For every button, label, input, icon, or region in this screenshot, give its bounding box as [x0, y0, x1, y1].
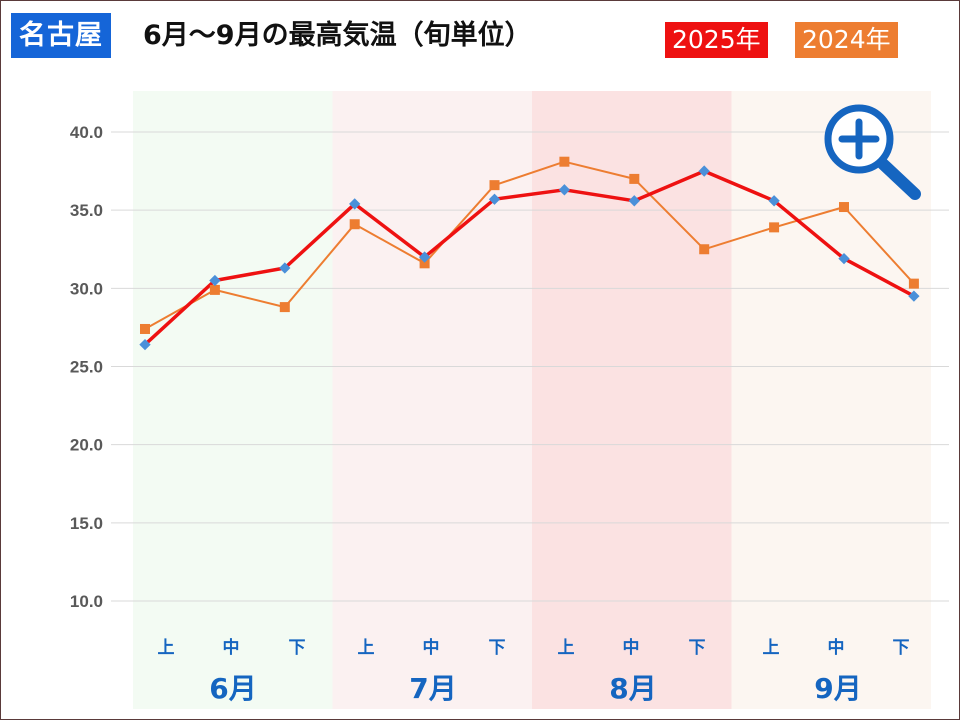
y-tick-label: 15.0	[70, 514, 103, 533]
point-2024	[559, 156, 570, 167]
point-2024	[769, 222, 780, 233]
month-band-9	[731, 91, 931, 709]
x-tick-label: 中	[423, 637, 440, 658]
point-2025	[558, 184, 571, 196]
x-tick-label: 下	[489, 638, 506, 658]
x-tick-label: 中	[623, 637, 640, 658]
point-2025	[768, 195, 780, 207]
x-tick-label: 下	[289, 638, 306, 658]
y-tick-label: 40.0	[70, 123, 103, 142]
series-line-2025	[143, 169, 915, 346]
y-tick-label: 20.0	[70, 436, 103, 455]
month-label: 7月	[409, 672, 456, 705]
point-2024	[839, 202, 849, 213]
x-tick-label: 上	[158, 638, 175, 658]
point-2024	[489, 180, 500, 191]
chart-title: 6月～9月の最高気温（旬単位）	[143, 20, 532, 51]
point-2025	[279, 262, 291, 274]
x-tick-label: 下	[689, 638, 706, 658]
y-tick-label: 35.0	[70, 201, 103, 220]
x-tick-label: 下	[893, 638, 910, 658]
point-2024	[140, 323, 150, 334]
x-tick-label: 中	[223, 637, 240, 658]
y-tick-label: 10.0	[70, 592, 103, 611]
x-tick-label: 中	[828, 637, 845, 658]
month-label: 9月	[814, 672, 861, 705]
point-2025	[209, 274, 221, 287]
zoom-in-magnifier-icon	[824, 104, 921, 200]
point-2025	[838, 252, 850, 265]
month-band-6	[133, 91, 333, 709]
point-2025	[488, 193, 501, 205]
point-2024	[699, 244, 710, 255]
zoom-in-button[interactable]	[821, 101, 925, 205]
point-2024	[209, 284, 220, 295]
point-2025	[908, 290, 920, 302]
legend-2024: 2024年	[795, 22, 898, 58]
point-2024	[629, 173, 640, 184]
point-2025	[628, 195, 640, 207]
x-tick-label: 上	[358, 638, 375, 658]
point-2025	[698, 165, 710, 177]
point-2024	[349, 219, 360, 230]
series-line-2024	[144, 160, 915, 330]
point-2025	[139, 338, 151, 351]
header: 名古屋 6月～9月の最高気温（旬単位） 2025年 2024年	[1, 1, 959, 63]
month-band-7	[332, 91, 532, 709]
city-badge: 名古屋	[11, 13, 111, 58]
month-label: 8月	[609, 672, 656, 705]
y-tick-label: 30.0	[70, 279, 103, 298]
x-tick-label: 上	[763, 638, 780, 658]
point-2025	[349, 198, 361, 210]
point-2024	[419, 258, 430, 269]
y-tick-label: 25.0	[70, 358, 103, 377]
x-tick-label: 上	[558, 638, 575, 658]
point-2024	[908, 278, 919, 289]
legend-2025: 2025年	[665, 22, 768, 58]
point-2024	[279, 302, 290, 313]
month-label: 6月	[209, 672, 256, 705]
